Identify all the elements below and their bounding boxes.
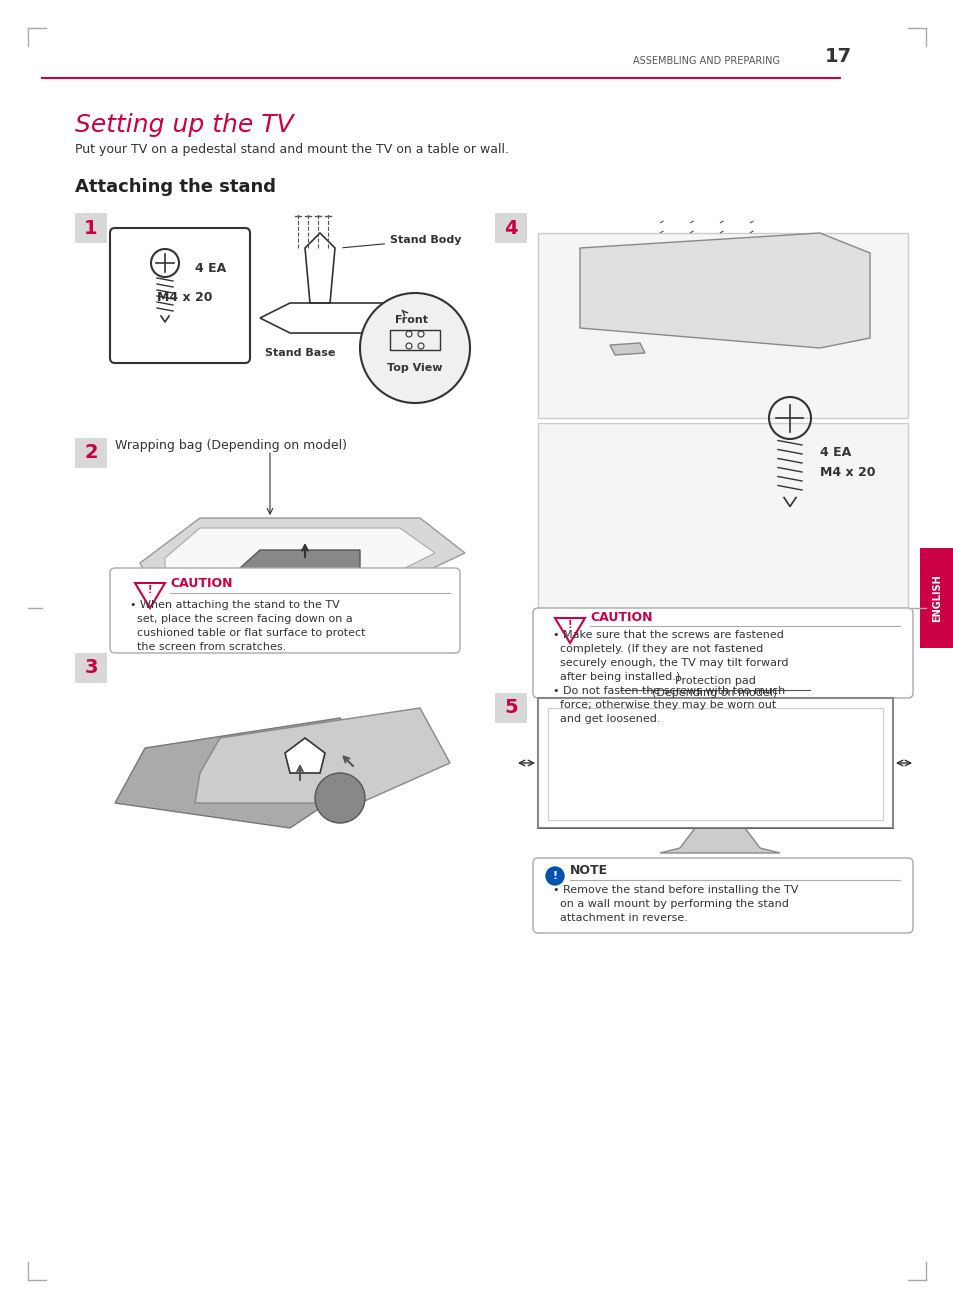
Text: • Remove the stand before installing the TV
  on a wall mount by performing the : • Remove the stand before installing the… <box>553 886 798 923</box>
Text: • Make sure that the screws are fastened
  completely. (If they are not fastened: • Make sure that the screws are fastened… <box>553 630 788 725</box>
Text: Setting up the TV: Setting up the TV <box>75 112 294 137</box>
Text: Protection pad: Protection pad <box>674 676 755 685</box>
Polygon shape <box>165 528 435 583</box>
FancyBboxPatch shape <box>75 213 107 243</box>
Text: M4 x 20: M4 x 20 <box>820 467 875 480</box>
Text: 1: 1 <box>84 218 98 238</box>
Circle shape <box>359 293 470 403</box>
Text: 17: 17 <box>824 47 851 65</box>
Text: (Depending on model): (Depending on model) <box>652 688 777 698</box>
Polygon shape <box>579 233 869 348</box>
Polygon shape <box>609 343 644 354</box>
Bar <box>537 698 892 828</box>
FancyBboxPatch shape <box>75 653 107 683</box>
Text: !: ! <box>567 620 572 630</box>
Text: M4 x 20: M4 x 20 <box>157 292 213 305</box>
Text: CAUTION: CAUTION <box>589 612 652 624</box>
FancyBboxPatch shape <box>495 693 526 723</box>
Polygon shape <box>285 738 325 773</box>
Text: ENGLISH: ENGLISH <box>931 574 941 621</box>
Text: ASSEMBLING AND PREPARING: ASSEMBLING AND PREPARING <box>633 56 780 65</box>
Polygon shape <box>140 518 464 593</box>
Bar <box>547 708 882 820</box>
Text: 4: 4 <box>503 218 517 238</box>
Polygon shape <box>659 828 780 853</box>
Bar <box>537 422 907 608</box>
Text: Put your TV on a pedestal stand and mount the TV on a table or wall.: Put your TV on a pedestal stand and moun… <box>75 143 509 156</box>
Polygon shape <box>240 549 359 582</box>
Polygon shape <box>115 718 379 828</box>
Text: Front: Front <box>395 310 428 324</box>
Bar <box>390 330 439 351</box>
Bar <box>919 548 953 647</box>
FancyBboxPatch shape <box>110 228 250 364</box>
Text: 4 EA: 4 EA <box>194 262 226 275</box>
Text: Attaching the stand: Attaching the stand <box>75 178 275 196</box>
Text: NOTE: NOTE <box>569 865 607 878</box>
Text: !: ! <box>552 871 557 882</box>
Text: Wrapping bag (Depending on model): Wrapping bag (Depending on model) <box>115 439 347 453</box>
Text: 5: 5 <box>503 698 517 718</box>
FancyBboxPatch shape <box>495 213 526 243</box>
Text: !: ! <box>148 585 152 595</box>
Text: • When attaching the stand to the TV
  set, place the screen facing down on a
  : • When attaching the stand to the TV set… <box>130 600 365 651</box>
Text: Top View: Top View <box>387 364 442 373</box>
Text: 3: 3 <box>84 658 97 678</box>
Text: 4 EA: 4 EA <box>820 446 850 459</box>
FancyBboxPatch shape <box>75 438 107 468</box>
Text: Stand Body: Stand Body <box>342 235 461 247</box>
Circle shape <box>314 773 365 823</box>
Text: Stand Base: Stand Base <box>265 348 335 358</box>
Bar <box>537 233 907 419</box>
Polygon shape <box>194 708 450 803</box>
Text: CAUTION: CAUTION <box>170 578 233 590</box>
FancyBboxPatch shape <box>533 608 912 698</box>
FancyBboxPatch shape <box>533 858 912 933</box>
Text: 2: 2 <box>84 443 98 463</box>
FancyBboxPatch shape <box>110 568 459 653</box>
Circle shape <box>545 867 563 886</box>
